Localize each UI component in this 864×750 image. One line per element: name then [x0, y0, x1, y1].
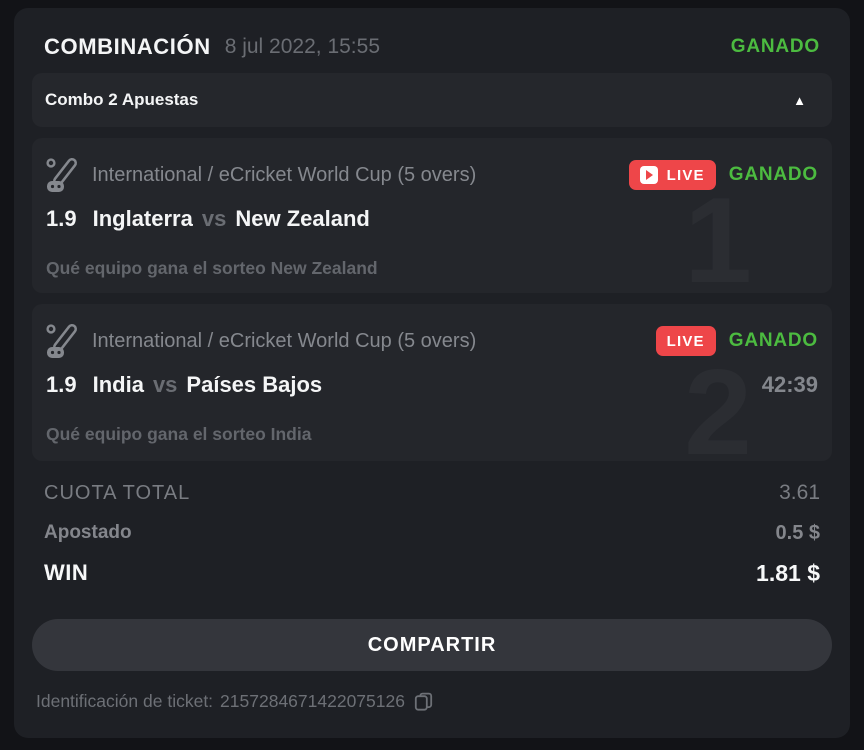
live-badge: LIVE: [655, 326, 716, 356]
away-team: New Zealand: [235, 206, 370, 231]
live-label: LIVE: [666, 166, 705, 184]
ticket-id-label: Identificación de ticket:: [36, 691, 214, 711]
total-odds-row: CUOTA TOTAL 3.61: [32, 473, 832, 513]
bet-league: International / eCricket World Cup (5 ov…: [92, 163, 477, 186]
staked-value: 0.5 $: [775, 521, 820, 544]
win-label: WIN: [44, 560, 89, 585]
ticket-id-line: Identificación de ticket: 21572846714220…: [32, 691, 832, 712]
ecricket-icon: [46, 324, 77, 358]
combo-label: Combo 2 Apuestas: [45, 90, 199, 109]
total-odds-label: CUOTA TOTAL: [44, 481, 191, 504]
bet-league-row: International / eCricket World Cup (5 ov…: [46, 158, 818, 192]
live-badge: LIVE: [628, 160, 716, 190]
ticket-status-badge: GANADO: [730, 36, 820, 57]
match-time: 42:39: [761, 372, 818, 397]
vs-label: vs: [152, 372, 178, 397]
bet-index-watermark: 1: [684, 172, 752, 293]
bet-odds: 1.9: [46, 372, 77, 397]
vs-label: vs: [201, 206, 227, 231]
share-button[interactable]: COMPARTIR: [32, 619, 832, 671]
chevron-up-icon[interactable]: ▲: [793, 92, 806, 108]
combo-collapse-bar[interactable]: Combo 2 Apuestas ▲: [32, 73, 832, 127]
play-icon[interactable]: [639, 166, 658, 184]
bet-row-1: 1 International / eCricket World Cup (5 …: [32, 138, 832, 293]
bet-market: Qué equipo gana el sorteo India: [46, 424, 312, 444]
ecricket-icon: [46, 158, 77, 192]
bet-index-watermark: 2: [684, 344, 752, 461]
bet-odds: 1.9: [46, 206, 77, 231]
home-team: Inglaterra: [92, 206, 193, 231]
bet-status-badge: GANADO: [728, 330, 818, 351]
bet-status-badge: GANADO: [728, 164, 818, 185]
live-label: LIVE: [666, 332, 705, 350]
copy-icon[interactable]: [414, 692, 433, 711]
staked-row: Apostado 0.5 $: [32, 513, 832, 553]
away-team: Países Bajos: [186, 372, 323, 397]
bet-market: Qué equipo gana el sorteo New Zealand: [46, 258, 378, 278]
bet-ticket-card: COMBINACIÓN 8 jul 2022, 15:55 GANADO Com…: [14, 8, 850, 738]
bet-row-2: 2 International / eCricket World Cup (5 …: [32, 304, 832, 461]
bet-match-row[interactable]: 1.9 Inglaterra vs New Zealand: [46, 206, 818, 234]
ticket-id-value: 2157284671422075126: [220, 691, 405, 711]
bet-league: International / eCricket World Cup (5 ov…: [92, 329, 477, 352]
ticket-type-label: COMBINACIÓN: [44, 34, 211, 59]
ticket-datetime: 8 jul 2022, 15:55: [224, 35, 380, 58]
bet-match-row[interactable]: 1.9 India vs Países Bajos 42:39: [46, 372, 818, 400]
bet-league-row: International / eCricket World Cup (5 ov…: [46, 324, 818, 358]
win-value: 1.81 $: [756, 559, 820, 586]
ticket-header: COMBINACIÓN 8 jul 2022, 15:55 GANADO: [32, 8, 832, 64]
total-odds-value: 3.61: [779, 481, 820, 504]
win-row: WIN 1.81 $: [32, 553, 832, 593]
staked-label: Apostado: [44, 522, 132, 543]
home-team: India: [92, 372, 144, 397]
